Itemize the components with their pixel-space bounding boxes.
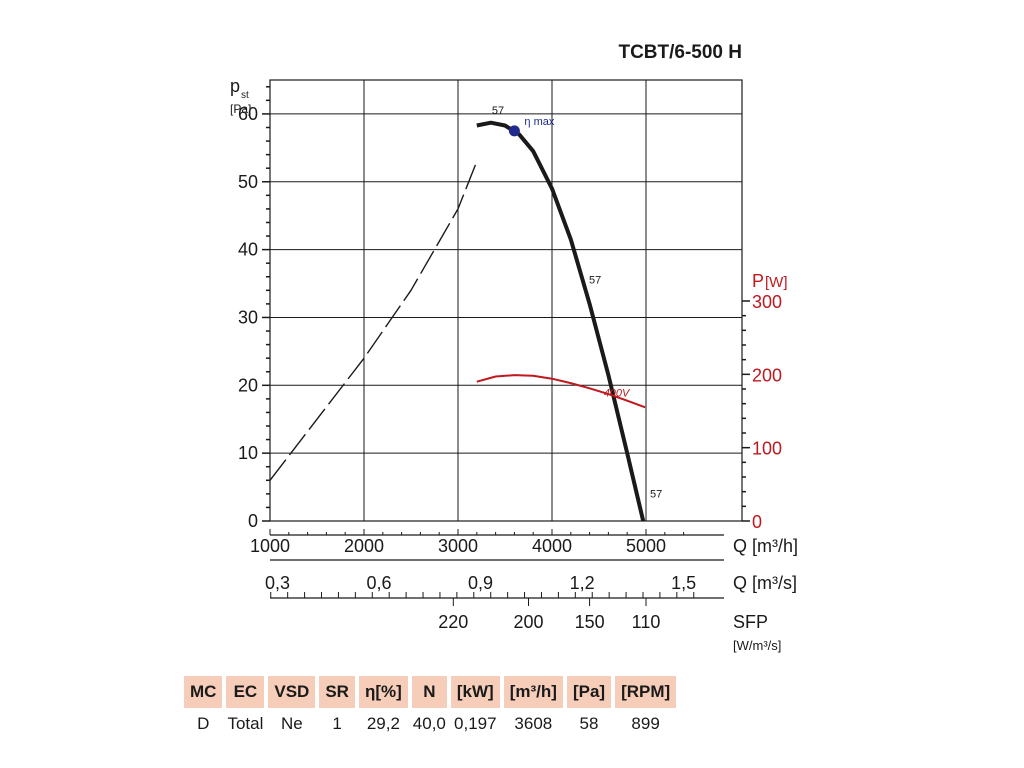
left-axis-tick-label: 40 [238,240,258,260]
chart-annotation: 400V [604,387,631,399]
left-axis-tick-label: 30 [238,307,258,327]
x-axis-m3s-tick-label: 0,9 [468,573,493,593]
sfp-axis-label: SFP [733,612,768,632]
chart-annotation: 57 [650,488,662,500]
left-axis-tick-label: 50 [238,172,258,192]
x-axis-m3h-tick-label: 1000 [250,536,290,556]
chart-annotation: η max [524,116,554,128]
x-axis-m3h-tick-label: 3000 [438,536,478,556]
table-cell: 899 [631,714,660,733]
table-header-cell: [Pa] [566,676,612,708]
left-axis-tick-label: 60 [238,104,258,124]
right-axis-tick-label: 200 [752,365,782,385]
table-header-cell: N [411,676,447,708]
table-header-cell: VSD [268,676,316,708]
left-axis-unit: [Pa] [230,102,251,116]
table-header-cell: SR [319,676,355,708]
chart-annotation: 57 [589,275,601,287]
curve-power-400V [476,374,646,409]
table-header-row: MC EC VSD SR η[%] N [kW] [m³/h] [Pa] [RPM] [184,676,677,708]
table-header-cell: η[%] [358,676,408,708]
table-cell: 29,2 [366,714,400,733]
curve-pressure-stable [476,120,646,522]
table-header-cell: MC [184,676,223,708]
left-axis-tick-label: 0 [248,511,258,531]
left-axis-label: p [230,76,240,96]
chart-annotation: 57 [492,105,504,117]
x-axis-m3s-tick-label: 0,3 [265,573,290,593]
table-cell: D [197,714,210,733]
fan-spec-table: MC EC VSD SR η[%] N [kW] [m³/h] [Pa] [RPM] D Total… [180,676,680,740]
x-axis-m3h-label: Q [m³/h] [733,536,798,556]
chart-title: TCBT/6-500 H [618,42,742,63]
plot-frame [269,79,743,522]
sfp-axis-tick-label: 150 [575,612,605,632]
table-cell: 40,0 [412,714,446,733]
table-header-cell: [kW] [450,676,500,708]
table-cell: 1 [332,714,342,733]
right-axis-label-sub: [W] [765,274,788,291]
x-axis-m3s-tick-label: 1,2 [570,573,595,593]
sfp-axis-unit: [W/m³/s] [733,638,781,653]
right-axis-tick-label: 300 [752,292,782,312]
sfp-axis-tick-label: 220 [438,612,468,632]
table-cell: 58 [579,714,599,733]
table-cell: Ne [280,714,303,733]
curve-pressure-unstable [269,161,478,481]
x-axis-m3s-label: Q [m³/s] [733,573,797,593]
table-cell: 3608 [514,714,553,733]
table-header-cell: EC [226,676,265,708]
sfp-axis-tick-label: 110 [632,612,661,632]
table-cell: Total [227,714,264,733]
table-header-cell: [m³/h] [503,676,563,708]
x-axis-m3h-tick-label: 5000 [626,536,666,556]
left-axis-tick-label: 20 [238,375,258,395]
table-header-cell: [RPM] [615,676,677,708]
left-axis-label-sub: st [241,90,249,101]
sfp-axis-tick-label: 200 [513,612,543,632]
x-axis-m3s-tick-label: 1,5 [671,573,696,593]
right-axis-tick-label: 0 [752,512,762,532]
right-axis-tick-label: 100 [752,439,782,459]
table-cell: 0,197 [454,714,497,733]
left-axis-tick-label: 10 [238,443,258,463]
x-axis-m3s-tick-label: 0,6 [367,573,392,593]
x-axis-m3h-tick-label: 2000 [344,536,384,556]
x-axis-m3h-tick-label: 4000 [532,536,572,556]
table-row: D Total Ne 1 29,2 40,0 0,197 3608 58 899 [184,708,676,740]
right-axis-label: P [752,271,764,291]
eta-max-marker [508,125,520,137]
